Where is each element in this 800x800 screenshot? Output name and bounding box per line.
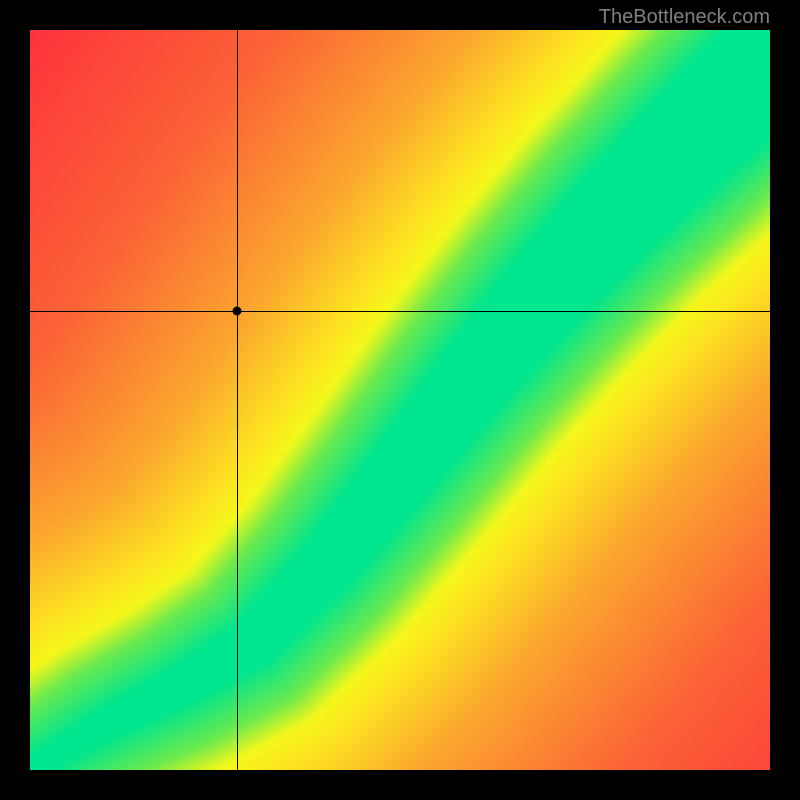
crosshair-marker xyxy=(233,307,242,316)
bottleneck-heatmap xyxy=(30,30,770,770)
crosshair-vertical-line xyxy=(237,30,238,770)
crosshair-horizontal-line xyxy=(30,311,770,312)
watermark-text: TheBottleneck.com xyxy=(599,6,770,29)
